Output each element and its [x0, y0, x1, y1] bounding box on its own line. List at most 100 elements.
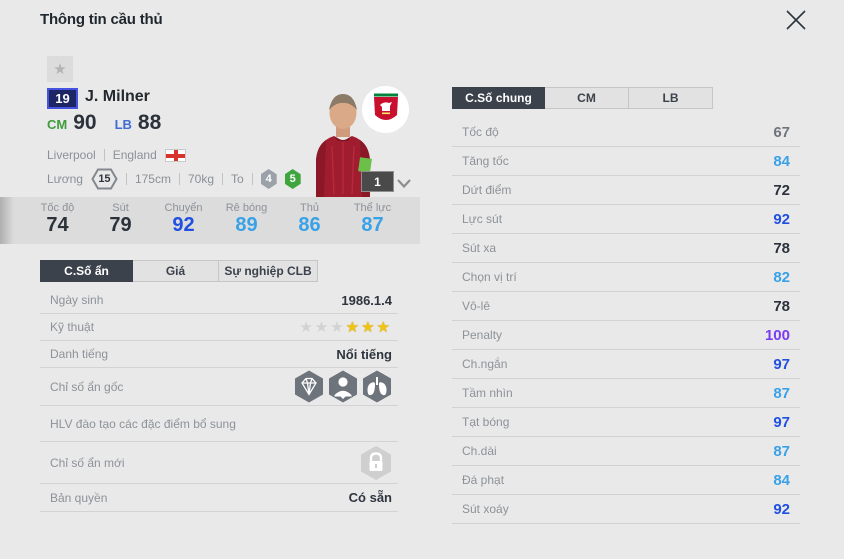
salary-value: 15 [98, 173, 111, 185]
detail-table: Ngày sinh 1986.1.4 Kỹ thuật ★★★★★★ Danh … [40, 287, 398, 512]
player-number: 19 [55, 91, 70, 106]
tab-hidden-stats[interactable]: C.Số ẩn [40, 260, 133, 282]
player-photo [288, 84, 398, 197]
skill-stars: ★★★★★★ [299, 318, 392, 336]
summary-stat: Sút 79 [89, 197, 152, 244]
attr-label: Chọn vị trí [462, 270, 517, 284]
separator [251, 173, 253, 185]
stat-label: Sút [112, 202, 129, 214]
summary-stats-band: Tốc độ 74 Sút 79 Chuyển 92 Rê bóng 89 Th… [0, 197, 420, 244]
row-label: Kỹ thuật [50, 320, 95, 334]
position-label-lb: LB [114, 117, 132, 132]
attributes-tabbar: C.Số chung CM LB [452, 87, 713, 109]
table-row: Vô-lê 78 [452, 292, 800, 321]
table-row: Sút xa 78 [452, 234, 800, 263]
stars-empty: ★★★ [299, 319, 346, 336]
attr-value: 97 [773, 355, 790, 373]
lungs-trait-icon [363, 370, 391, 403]
row-label: Danh tiếng [50, 347, 109, 361]
attr-value: 97 [773, 413, 790, 431]
favorite-star-button[interactable]: ★ [47, 56, 73, 82]
row-value: 1986.1.4 [341, 292, 392, 308]
player-name: J. Milner [85, 88, 150, 105]
attr-label: Lực sút [462, 212, 503, 226]
tab-general-stats[interactable]: C.Số chung [452, 87, 545, 109]
table-row: Tầm nhìn 87 [452, 379, 800, 408]
stat-label: Chuyển [164, 202, 203, 214]
attr-label: Tăng tốc [462, 154, 509, 168]
position-label-cm: CM [47, 117, 68, 132]
detail-tabbar: C.Số ẩn Giá Sự nghiệp CLB [40, 260, 318, 282]
level-badge[interactable]: 1 [361, 171, 394, 192]
separator [125, 173, 127, 185]
close-button[interactable] [778, 2, 814, 38]
table-row: Tạt bóng 97 [452, 408, 800, 437]
diamond-trait-icon [295, 370, 323, 403]
player-number-badge: 19 [47, 88, 78, 109]
table-row: Ch.ngắn 97 [452, 350, 800, 379]
liverpool-crest-icon [362, 86, 409, 133]
attr-label: Dứt điểm [462, 183, 512, 197]
lock-icon [361, 445, 391, 480]
tab-price[interactable]: Giá [133, 260, 219, 282]
tab-lb[interactable]: LB [629, 87, 713, 109]
attr-value: 87 [773, 384, 790, 402]
attr-value: 82 [773, 268, 790, 286]
star-icon: ★ [53, 61, 67, 78]
attr-value: 72 [773, 181, 790, 199]
stat-value: 89 [235, 214, 258, 236]
weak-foot-value: 4 [265, 173, 272, 185]
separator [103, 149, 105, 161]
row-label: Ngày sinh [50, 293, 104, 307]
summary-stat: Thủ 86 [278, 197, 341, 244]
attr-value: 78 [773, 297, 790, 315]
stat-value: 79 [109, 214, 132, 236]
strong-foot-badge: 5 [284, 169, 301, 189]
nation-name: England [112, 148, 157, 162]
table-row: Chọn vị trí 82 [452, 263, 800, 292]
table-row: Danh tiếng Nổi tiếng [40, 341, 398, 368]
row-value: Có sẵn [348, 490, 392, 505]
attr-value: 92 [773, 500, 790, 518]
attr-label: Ch.ngắn [462, 357, 508, 371]
attr-value: 100 [764, 326, 790, 344]
table-row: Chỉ số ẩn mới [40, 442, 398, 484]
summary-stat: Thể lực 87 [341, 197, 404, 244]
stat-value: 87 [361, 214, 384, 236]
chevron-down-icon[interactable] [396, 176, 412, 194]
player-meta-row: Lương 15 175cm 70kg To 4 5 [47, 168, 301, 190]
table-row: Penalty 100 [452, 321, 800, 350]
stat-label: Thủ [300, 202, 319, 214]
tab-cm[interactable]: CM [545, 87, 629, 109]
separator [178, 173, 180, 185]
salary-label: Lương [47, 172, 83, 186]
weak-foot-badge: 4 [260, 169, 277, 189]
tab-club-career[interactable]: Sự nghiệp CLB [219, 260, 318, 282]
summary-stat: Rê bóng 89 [215, 197, 278, 244]
body-type-value: To [231, 172, 244, 186]
stat-label: Rê bóng [225, 202, 268, 214]
club-name: Liverpool [47, 148, 96, 162]
attr-label: Penalty [462, 328, 503, 342]
attr-value: 67 [773, 123, 790, 141]
table-row: HLV đào tạo các đặc điểm bổ sung [40, 406, 398, 442]
position-value-cm: 90 [73, 111, 97, 134]
table-row: Tăng tốc 84 [452, 147, 800, 176]
table-row: Tốc độ 67 [452, 118, 800, 147]
strong-foot-value: 5 [289, 173, 296, 185]
table-row: Lực sút 92 [452, 205, 800, 234]
stat-label: Thể lực [353, 202, 392, 214]
stat-label: Tốc độ [40, 202, 75, 214]
page-title: Thông tin cầu thủ [40, 11, 163, 28]
separator [222, 173, 223, 185]
hidden-trait-icons [294, 370, 392, 403]
table-row: Bản quyền Có sẵn [40, 484, 398, 512]
stat-value: 92 [172, 214, 195, 236]
attr-label: Ch.dài [462, 444, 497, 458]
position-ratings: CM 90 LB 88 [47, 111, 173, 135]
row-label: Chỉ số ẩn mới [50, 455, 125, 470]
attr-value: 87 [773, 442, 790, 460]
table-row: Sút xoáy 92 [452, 495, 800, 524]
leader-trait-icon [329, 370, 357, 403]
